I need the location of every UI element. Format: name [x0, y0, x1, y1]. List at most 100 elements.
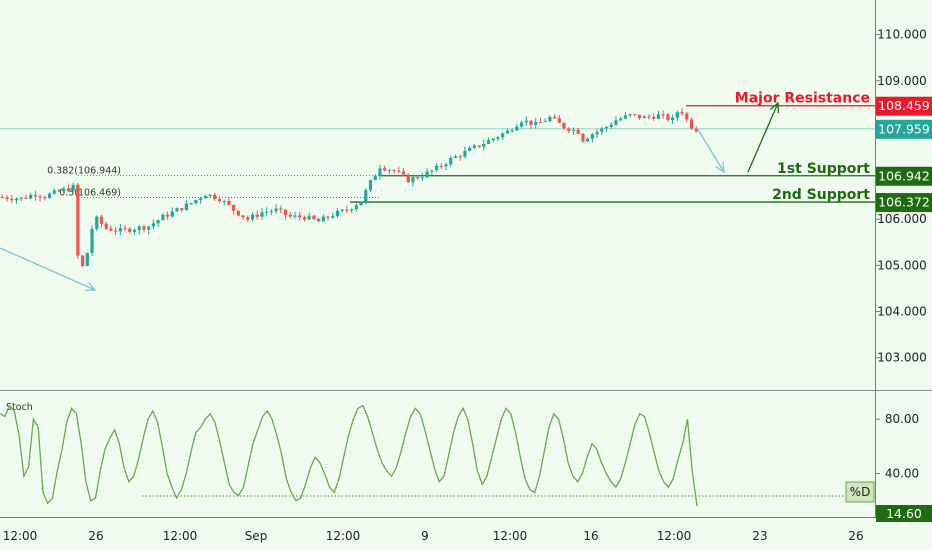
- candle-body: [184, 203, 189, 211]
- candle-body: [661, 114, 665, 116]
- candle-body: [222, 200, 226, 202]
- candle-body: [118, 228, 122, 232]
- candle-body: [463, 150, 467, 157]
- time-tick-label: 12:00: [657, 529, 692, 543]
- candle-body: [538, 121, 543, 123]
- candle-body: [62, 188, 66, 192]
- candle-body: [581, 133, 585, 142]
- current-price-badge: 107.959: [878, 121, 930, 136]
- candle-body: [586, 138, 590, 142]
- candle-body: [486, 140, 491, 144]
- candle-body: [420, 177, 425, 179]
- candle-body: [529, 120, 533, 125]
- arrow-head: [84, 281, 97, 291]
- candle-body: [10, 199, 14, 201]
- level-labels: Major Resistance 1st Support 2nd Support: [735, 91, 871, 203]
- candle-body: [38, 196, 42, 198]
- candle-body: [590, 134, 594, 139]
- level-badge: 106.942: [878, 168, 930, 183]
- candle-body: [562, 122, 566, 129]
- candle-body: [170, 211, 174, 217]
- candle-body: [515, 126, 519, 131]
- candle-body: [232, 204, 236, 211]
- arrow-shaft: [0, 247, 96, 291]
- candle-body: [510, 130, 514, 132]
- candle-body: [557, 118, 561, 123]
- candle-body: [326, 216, 330, 218]
- candle-body: [430, 170, 434, 172]
- candle-body: [288, 214, 292, 217]
- candle-body: [123, 228, 127, 230]
- candle-body: [444, 164, 448, 167]
- candle-body: [156, 220, 160, 224]
- candle-body: [236, 210, 240, 216]
- candle-body: [406, 174, 410, 183]
- candle-body: [595, 131, 599, 135]
- candle-body: [652, 116, 656, 119]
- level-name: 2nd Support: [772, 187, 870, 203]
- candle-body: [302, 217, 307, 220]
- price-axis: 103.000 104.000 105.000 106.000 109.000 110.0…: [875, 28, 927, 365]
- current-price-badge-box: [876, 119, 932, 139]
- candle-body: [656, 114, 661, 119]
- candle-body: [604, 127, 609, 129]
- candle-body: [383, 168, 387, 171]
- candle-body: [411, 177, 415, 183]
- level-name: Major Resistance: [735, 91, 870, 107]
- candle-body: [189, 203, 193, 205]
- price-tick-label: 103.000: [877, 351, 927, 365]
- candle-body: [368, 180, 373, 191]
- price-tick-label: 110.000: [877, 28, 927, 42]
- candle-body: [76, 184, 80, 256]
- candle-body: [458, 156, 462, 158]
- time-tick-label: 12:00: [3, 529, 38, 543]
- candle-body: [397, 170, 401, 172]
- candle-body: [543, 121, 547, 123]
- candle-body: [647, 116, 651, 118]
- fib-label: 0.382(106.944): [47, 166, 121, 177]
- candle-body: [519, 122, 524, 127]
- candle-body: [147, 226, 151, 230]
- level-badge: 106.372: [878, 195, 930, 210]
- candle-body: [217, 199, 222, 202]
- candle-body: [246, 217, 250, 220]
- candle-body: [43, 197, 47, 199]
- candle-body: [477, 145, 481, 147]
- price-badges: 108.459 106.942 106.372 107.959: [876, 96, 932, 213]
- time-tick-label: 12:00: [493, 529, 528, 543]
- candle-body: [29, 195, 33, 199]
- candle-body: [600, 128, 604, 132]
- candle-body: [614, 120, 618, 125]
- candle-body: [5, 197, 9, 200]
- candle-body: [255, 214, 259, 217]
- candle-body: [265, 211, 269, 213]
- percent-d-label: %D: [850, 485, 871, 499]
- candle-body: [321, 216, 325, 222]
- candle-body: [680, 112, 684, 114]
- candle-body: [312, 215, 316, 220]
- trend-arrows: [0, 101, 780, 291]
- arrow-head: [769, 101, 780, 114]
- candle-body: [95, 216, 99, 229]
- candle-body: [425, 171, 429, 178]
- candle-body: [359, 201, 363, 206]
- time-tick-label: Sep: [245, 529, 268, 543]
- candle-body: [401, 171, 406, 175]
- candle-body: [114, 230, 118, 232]
- candle-body: [491, 138, 495, 141]
- candle-body: [203, 195, 207, 199]
- time-tick-label: 9: [421, 529, 429, 543]
- candle-body: [137, 226, 141, 231]
- candle-body: [307, 215, 311, 220]
- candle-body: [274, 208, 278, 212]
- level-badge-box: [876, 96, 932, 116]
- candle-body: [482, 143, 486, 147]
- candle-body: [628, 114, 632, 116]
- level-badge-box: [876, 166, 932, 186]
- candle-body: [0, 197, 4, 199]
- candle-body: [194, 200, 198, 204]
- level-badge: 108.459: [878, 98, 930, 113]
- candle-body: [524, 120, 528, 123]
- candle-body: [534, 121, 538, 125]
